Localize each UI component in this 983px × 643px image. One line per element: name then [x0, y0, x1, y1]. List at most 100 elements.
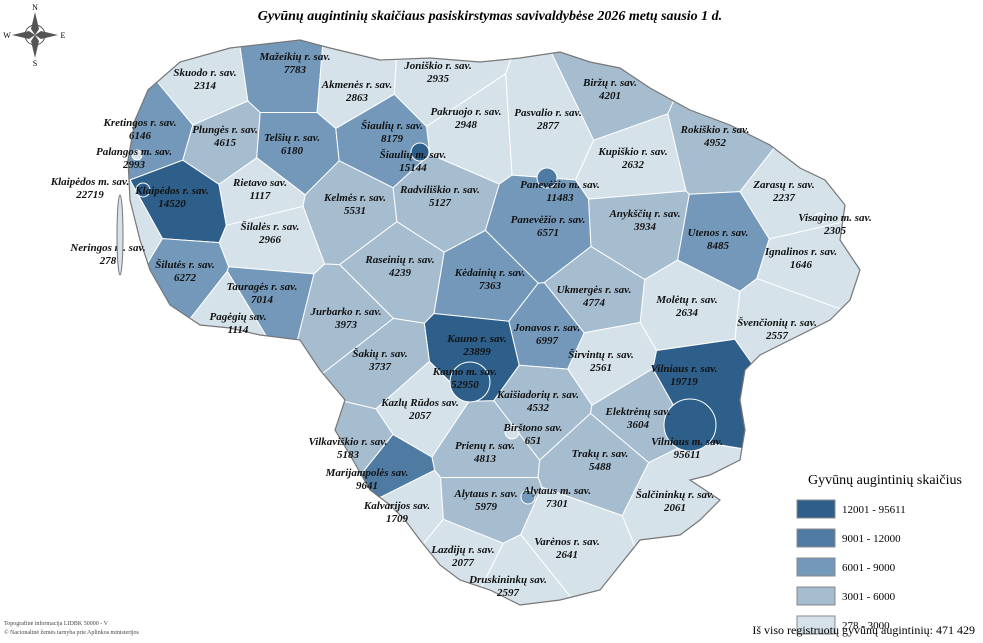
region-value: 4201 [598, 90, 621, 102]
region-value: 22719 [75, 189, 104, 201]
region-value: 3604 [626, 419, 650, 431]
region-value: 6180 [281, 145, 304, 157]
region-value: 278 [99, 255, 117, 267]
region-value: 5183 [337, 449, 360, 461]
region-value: 1114 [228, 324, 249, 336]
region-value: 2966 [258, 234, 282, 246]
region-name: Prienų r. sav. [455, 440, 515, 452]
region-value: 1117 [250, 190, 271, 202]
region-value: 2057 [408, 410, 432, 422]
region-name: Ignalinos r. sav. [764, 246, 837, 258]
region-value: 6146 [129, 130, 152, 142]
legend-label: 9001 - 12000 [842, 533, 901, 545]
region-value: 4774 [582, 297, 606, 309]
city-municipality [449, 361, 491, 403]
city-municipality [131, 149, 143, 161]
region-value: 2641 [555, 549, 578, 561]
region-value: 4532 [526, 402, 550, 414]
region-value: 2557 [765, 330, 789, 342]
region-value: 8179 [381, 133, 404, 145]
region-value: 651 [525, 435, 542, 447]
region-value: 2061 [663, 502, 686, 514]
region-name: Panevėžio m. sav. [520, 179, 600, 191]
region-name: Mažeikių r. sav. [258, 51, 330, 63]
compass: N S E W [3, 3, 65, 68]
legend-swatch [796, 557, 836, 577]
municipality [128, 390, 394, 605]
region-name: Jurbarko r. sav. [309, 306, 381, 318]
region-name: Tauragės r. sav. [227, 281, 298, 293]
region-name: Radviliškio r. sav. [399, 184, 480, 196]
region-value: 9641 [356, 480, 378, 492]
region-name: Alytaus m. sav. [522, 485, 591, 497]
region-value: 15144 [399, 162, 427, 174]
city-municipality [410, 142, 430, 162]
map-title: Gyvūnų augintinių skaičiaus pasiskirstym… [258, 9, 722, 24]
region-name: Zarasų r. sav. [752, 179, 814, 191]
region-value: 5979 [475, 501, 498, 513]
municipality [128, 238, 230, 564]
region-value: 52950 [451, 379, 479, 391]
footnote: © Nacionalinė žemės tarnyba prie Aplinko… [4, 629, 140, 636]
region-name: Palangos m. sav. [96, 146, 172, 158]
region-value: 4239 [388, 267, 412, 279]
region-value: 2948 [454, 119, 478, 131]
footnote: Topografinė informacija LIDBK 50000 - V [4, 620, 109, 627]
city-municipality [520, 489, 536, 505]
region-name: Telšių r. sav. [264, 132, 320, 144]
region-value: 2632 [621, 159, 645, 171]
region-name: Kalvarijos sav. [363, 500, 430, 512]
region-name: Kelmės r. sav. [323, 192, 386, 204]
region-value: 7363 [479, 280, 502, 292]
region-name: Molėtų r. sav. [655, 294, 717, 306]
legend: Gyvūnų augintinių skaičius 12001 - 95611… [796, 473, 962, 635]
region-value: 2077 [451, 557, 475, 569]
region-value: 6571 [537, 227, 559, 239]
city-municipality [663, 398, 717, 452]
region-name: Trakų r. sav. [572, 448, 629, 460]
city-municipality [814, 212, 826, 224]
region-value: 7014 [251, 294, 274, 306]
region-value: 2597 [496, 587, 520, 599]
city-municipalities [131, 142, 826, 505]
region-name: Vilniaus m. sav. [651, 436, 723, 448]
region-name: Jonavos r. sav. [513, 322, 580, 334]
region-value: 1646 [790, 259, 813, 271]
region-value: 5531 [344, 205, 366, 217]
region-value: 95611 [674, 449, 701, 461]
legend-label: 12001 - 95611 [842, 504, 906, 516]
region-name: Pakruojo r. sav. [430, 106, 501, 118]
region-name: Joniškio r. sav. [403, 60, 471, 72]
region-name: Vilniaus r. sav. [651, 363, 718, 375]
city-municipality [536, 167, 558, 189]
region-value: 23899 [462, 346, 491, 358]
country-border [127, 39, 861, 606]
legend-swatch [796, 528, 836, 548]
region-name: Kėdainių r. sav. [454, 267, 526, 279]
region-name: Ukmergės r. sav. [557, 284, 632, 296]
city-municipality [504, 424, 520, 440]
region-name: Šilutės r. sav. [155, 258, 215, 271]
legend-swatch [796, 586, 836, 606]
region-name: Klaipėdos r. sav. [134, 185, 209, 197]
region-name: Kaišiadorių r. sav. [496, 389, 579, 401]
municipality [128, 142, 163, 510]
legend-label: 278 - 3000 [842, 620, 890, 632]
region-value: 8485 [707, 240, 730, 252]
municipality [116, 194, 124, 276]
municipality [163, 469, 444, 605]
municipality [452, 533, 609, 605]
region-value: 19719 [670, 376, 698, 388]
region-name: Varėnos r. sav. [534, 536, 600, 548]
region-name: Anykščių r. sav. [608, 208, 680, 220]
region-value: 4615 [213, 137, 237, 149]
labels: Mažeikių r. sav.7783 Skuodo r. sav.2314 Ak… [50, 51, 872, 599]
region-name: Švenčionių r. sav. [737, 316, 817, 329]
compass-w: W [3, 31, 11, 40]
region-value: 3934 [633, 221, 657, 233]
region-value: 6272 [174, 272, 197, 284]
region-value: 14520 [158, 198, 186, 210]
region-value: 2877 [536, 120, 560, 132]
region-value: 3737 [368, 361, 392, 373]
